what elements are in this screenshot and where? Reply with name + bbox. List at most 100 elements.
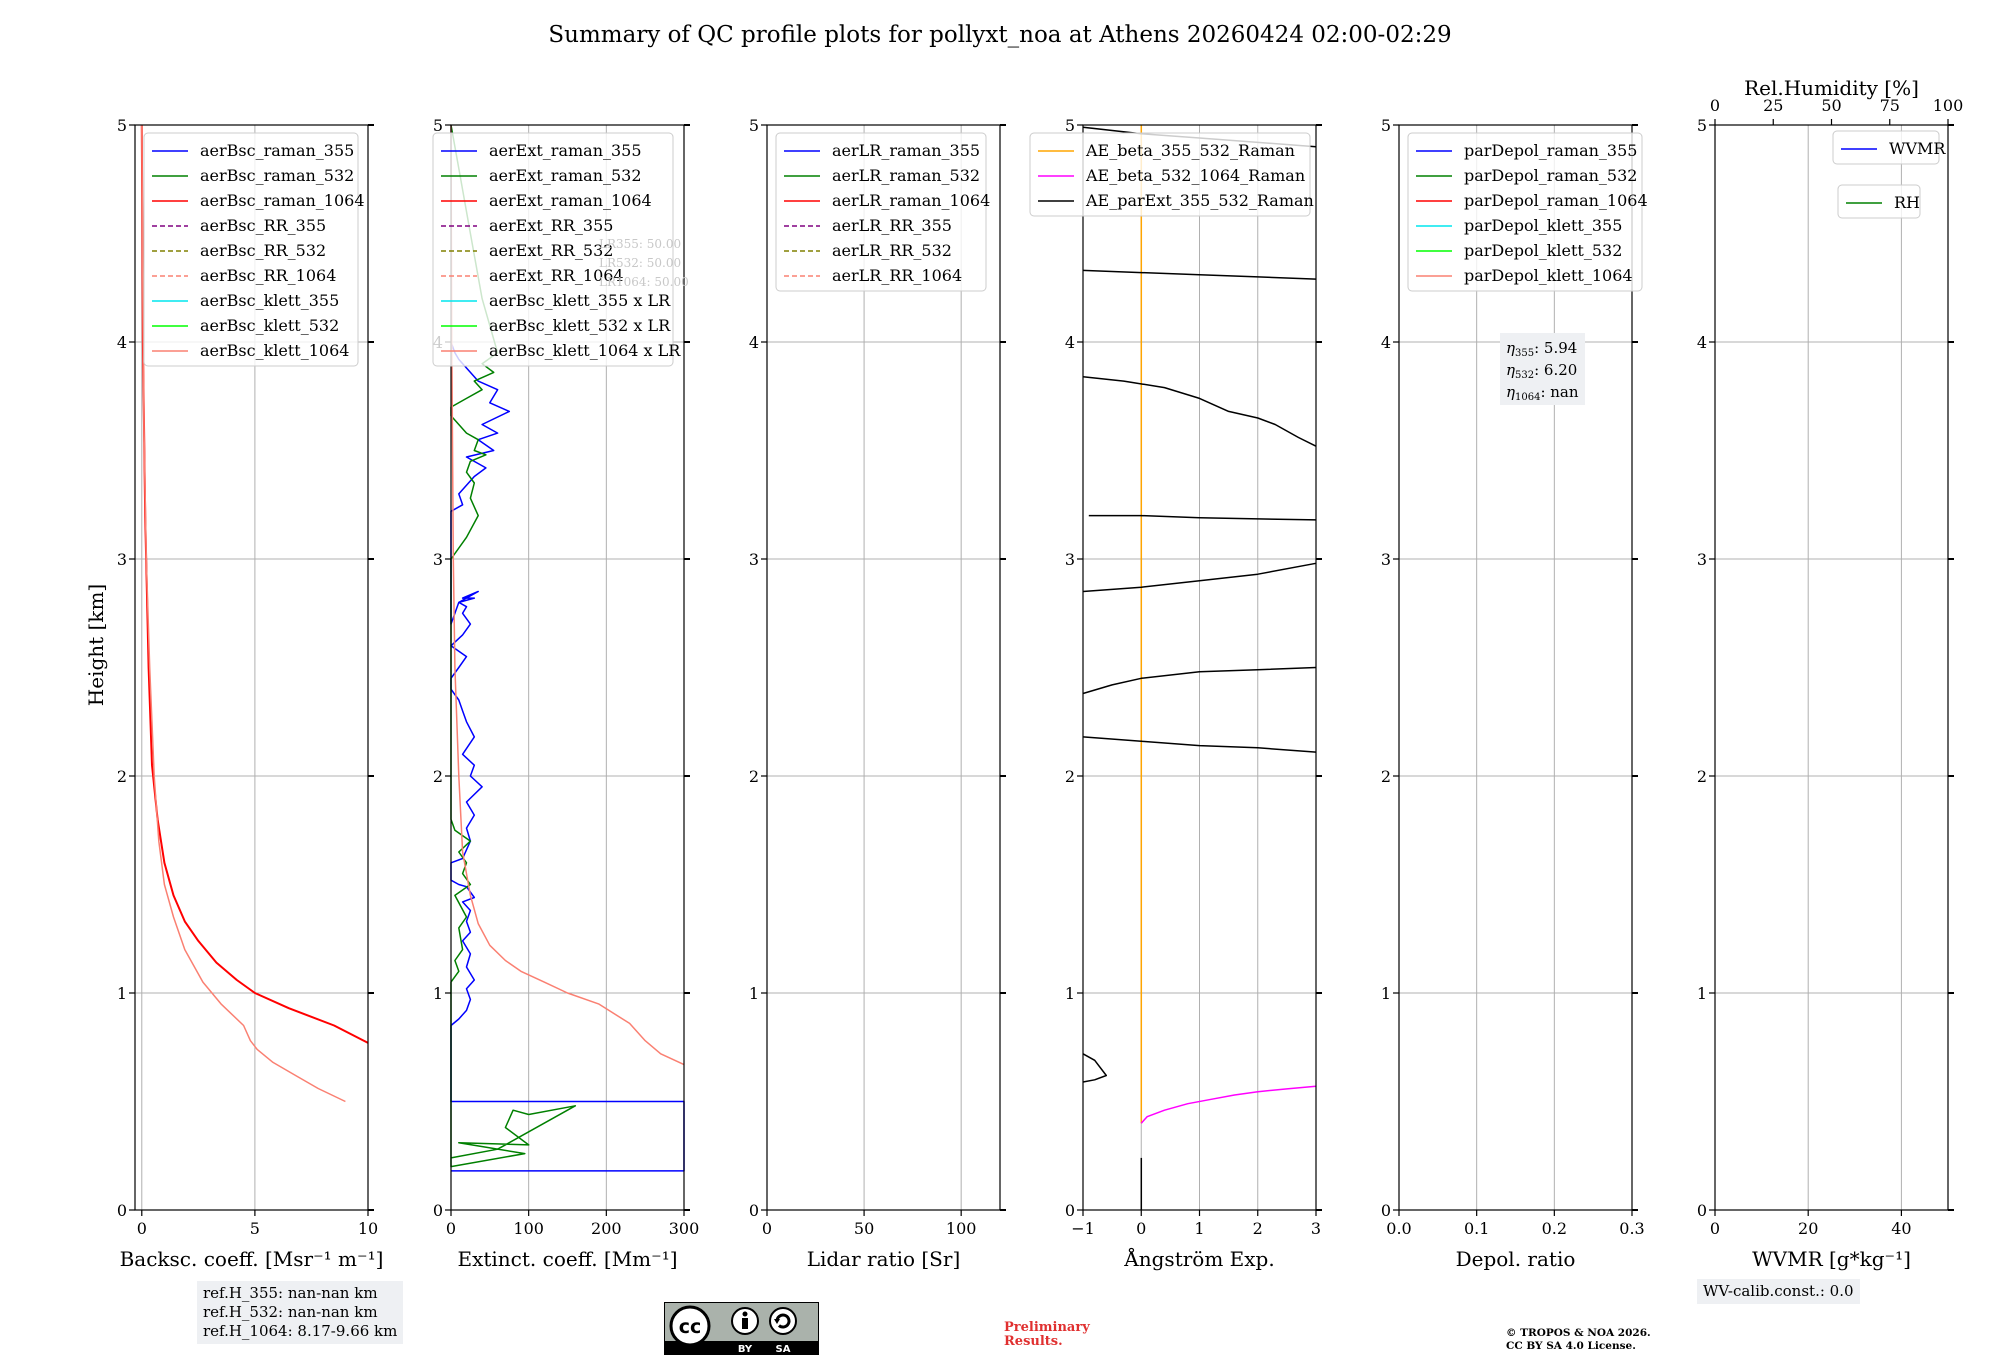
panel-depol: 0.0 0.1 0.2 0.3 0 1 2 3 4 5 Depol. ratio parDepol_r… [1381, 116, 1648, 1271]
y-tick-label: 5 [1381, 116, 1391, 135]
eta-value: η1064: nan [1506, 383, 1579, 403]
series-AE_parExt_355_532_Raman [1082, 666, 1317, 695]
x2-tick-label: 75 [1880, 96, 1900, 115]
y-tick-label: 5 [749, 116, 759, 135]
x-axis-label: Backsc. coeff. [Msr⁻¹ m⁻¹] [120, 1247, 384, 1271]
legend-frame [775, 132, 987, 292]
y-tick-label: 0 [117, 1201, 127, 1220]
y-tick-label: 1 [1697, 984, 1707, 1003]
legend-label: aerBsc_klett_355 [200, 291, 339, 310]
y-tick-label: 0 [1381, 1201, 1391, 1220]
legend-label: aerBsc_klett_1064 x LR [489, 341, 681, 360]
y-axis-label: Height [km] [84, 584, 108, 706]
y-tick-label: 5 [1697, 116, 1707, 135]
legend-label: aerBsc_klett_355 x LR [489, 291, 671, 310]
x-tick-label: 2 [1253, 1219, 1263, 1238]
x2-tick-label: 25 [1763, 96, 1783, 115]
preliminary-note: Preliminary Results. [1004, 1321, 1090, 1349]
by-label: BY [738, 1344, 753, 1355]
x-tick-label: 1 [1194, 1219, 1204, 1238]
preliminary-line-2: Results. [1004, 1334, 1063, 1349]
x-tick-label: 50 [854, 1219, 874, 1238]
legend-label: aerExt_RR_1064 [489, 266, 624, 285]
legend-label: parDepol_klett_532 [1464, 241, 1622, 260]
y-tick-label: 4 [1381, 333, 1391, 352]
y-tick-label: 3 [1381, 550, 1391, 569]
y-tick-label: 1 [1065, 984, 1075, 1003]
y-tick-label: 5 [117, 116, 127, 135]
legend-label: WVMR [1889, 139, 1946, 158]
y-tick-label: 1 [117, 984, 127, 1003]
series-AE_parExt_355_532_Raman [1082, 562, 1317, 593]
legend-label: aerBsc_raman_1064 [200, 191, 365, 210]
legend-rh: RH [1837, 184, 1921, 219]
legend-label: aerExt_raman_1064 [489, 191, 652, 210]
series-AE_parExt_355_532_Raman [1082, 375, 1317, 447]
legend-frame [1407, 132, 1643, 292]
x-tick-label: 20 [1798, 1219, 1818, 1238]
x2-tick-label: 100 [1933, 96, 1964, 115]
y-tick-label: 2 [1065, 767, 1075, 786]
y-tick-label: 3 [433, 550, 443, 569]
x-tick-label: 0 [446, 1219, 456, 1238]
y-tick-label: 3 [1697, 550, 1707, 569]
series-aerBsc_klett_1064 x LR [450, 124, 685, 1066]
copyright-line-2: CC BY SA 4.0 License. [1506, 1340, 1636, 1352]
x2-tick-label: 50 [1821, 96, 1841, 115]
legend-label: parDepol_raman_532 [1464, 166, 1637, 185]
ref-h-355: ref.H_355: nan-nan km [203, 1284, 378, 1302]
y-tick-label: 5 [433, 116, 443, 135]
x2-axis-label: Rel.Humidity [%] [1744, 76, 1919, 100]
y-tick-label: 3 [1065, 550, 1075, 569]
cc-icon [669, 1305, 711, 1347]
x-tick-label: 0.0 [1386, 1219, 1411, 1238]
y-tick-label: 4 [1697, 333, 1707, 352]
series-AE_parExt_355_532_Raman [1082, 1053, 1108, 1083]
y-tick-label: 2 [749, 767, 759, 786]
legend-frame [1837, 184, 1921, 219]
y-tick-label: 3 [117, 550, 127, 569]
legend-label: aerExt_RR_355 [489, 216, 613, 235]
legend-label: parDepol_klett_355 [1464, 216, 1622, 235]
legend-label: AE_beta_355_532_Raman [1085, 141, 1295, 160]
x-axis-label: Extinct. coeff. [Mm⁻¹] [457, 1247, 677, 1271]
x-tick-label: 300 [669, 1219, 700, 1238]
axes-frame [134, 124, 369, 1211]
legend-label: AE_parExt_355_532_Raman [1085, 191, 1314, 210]
legend-angstrom: AE_beta_355_532_Raman AE_beta_532_1064_Ra… [1029, 132, 1314, 217]
legend-label: aerLR_RR_532 [832, 241, 952, 260]
legend-backscatter: aerBsc_raman_355 aerBsc_raman_532 aerBsc_r… [143, 132, 365, 367]
panel-backscatter: 0 5 10 0 1 2 3 4 5 Backsc. coeff. [Msr⁻¹ m⁻¹] aerB… [117, 116, 384, 1271]
legend-label: parDepol_klett_1064 [1464, 266, 1633, 285]
legend-extinction: aerExt_raman_355 aerExt_raman_532 aerExt_r… [432, 132, 681, 367]
legend-label: parDepol_raman_1064 [1464, 191, 1648, 210]
x-axis-label: Lidar ratio [Sr] [807, 1247, 961, 1271]
legend-label: parDepol_raman_355 [1464, 141, 1637, 160]
cc-by-sa-badge: cc BY SA [664, 1302, 819, 1355]
series-aerExt_raman_355 [450, 341, 685, 1172]
y-tick-label: 5 [1065, 116, 1075, 135]
legend-label: aerBsc_klett_1064 [200, 341, 349, 360]
x2-tick-label: 0 [1710, 96, 1720, 115]
x-tick-label: 100 [513, 1219, 544, 1238]
axes-frame [1714, 124, 1949, 1211]
legend-label: RH [1894, 193, 1920, 212]
legend-label: aerExt_RR_532 [489, 241, 613, 260]
y-tick-label: 1 [749, 984, 759, 1003]
x-tick-label: −1 [1071, 1219, 1095, 1238]
legend-label: aerBsc_RR_532 [200, 241, 326, 260]
y-tick-label: 0 [1697, 1201, 1707, 1220]
lr-note: LR1064: 50.00 [599, 275, 689, 289]
eta-value: η355: 5.94 [1506, 339, 1577, 359]
panel-extinction: 0100200300012345Extinct. coeff. [Mm⁻¹]ae… [432, 116, 700, 1271]
x-tick-label: 0.1 [1464, 1219, 1489, 1238]
x-tick-label: 0 [762, 1219, 772, 1238]
y-tick-label: 2 [433, 767, 443, 786]
y-tick-label: 4 [1065, 333, 1075, 352]
x-tick-label: 0.3 [1619, 1219, 1644, 1238]
eta-box [1500, 333, 1585, 405]
eta-value: η532: 6.20 [1506, 361, 1577, 381]
x-axis-label: Depol. ratio [1456, 1247, 1576, 1271]
legend-label: aerLR_raman_532 [832, 166, 980, 185]
